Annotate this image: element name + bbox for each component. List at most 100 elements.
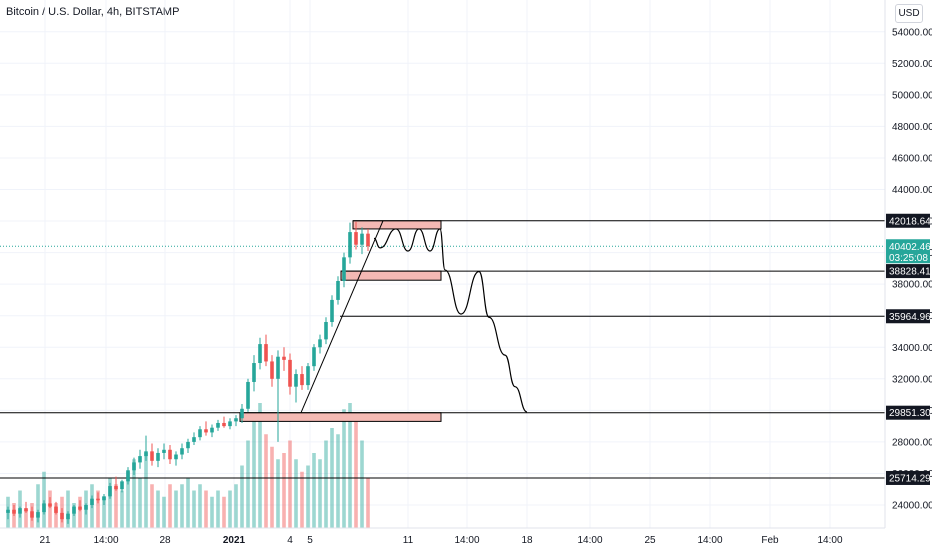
- volume-bar: [198, 484, 202, 528]
- volume-bar: [174, 490, 178, 528]
- candle-body: [6, 509, 10, 513]
- volume-bar: [66, 490, 70, 528]
- volume-bar: [168, 484, 172, 528]
- candle-body: [294, 374, 298, 387]
- volume-bar: [282, 453, 286, 528]
- volume-bar: [348, 403, 352, 528]
- candle-body: [192, 437, 196, 442]
- x-tick-label: 5: [307, 535, 313, 546]
- volume-bar: [204, 490, 208, 528]
- candle-body: [108, 486, 112, 497]
- volume-bar: [240, 465, 244, 528]
- candle-body: [234, 418, 238, 422]
- candle-body: [156, 452, 160, 461]
- volume-bar: [270, 446, 274, 528]
- volume-bar: [54, 503, 58, 528]
- volume-bar: [360, 440, 364, 528]
- candle-body: [348, 232, 352, 258]
- currency-button[interactable]: USD: [895, 4, 923, 23]
- x-tick-label: 14:00: [93, 535, 118, 546]
- volume-bar: [108, 478, 112, 528]
- last-price-label-bg: [886, 239, 930, 264]
- candle-body: [330, 299, 334, 323]
- candle-body: [300, 374, 304, 386]
- candle-body: [336, 280, 340, 300]
- candle-body: [258, 344, 262, 364]
- volume-bar: [312, 453, 316, 528]
- candle-body: [114, 486, 118, 490]
- volume-bar: [258, 403, 262, 528]
- candle-body: [312, 347, 316, 367]
- candle-body: [366, 233, 370, 247]
- candle-body: [240, 408, 244, 419]
- level-label: 42018.64: [889, 216, 931, 227]
- x-tick-label: 14:00: [817, 535, 842, 546]
- candle-body: [324, 322, 328, 340]
- candle-body: [60, 512, 64, 520]
- level-label-bg: [886, 309, 930, 324]
- y-tick-label: 38000.00: [892, 280, 932, 291]
- candle-body: [306, 366, 310, 386]
- level-labels: 42018.64 38828.41 35964.96 29851.30 25714.29…: [886, 213, 931, 485]
- candle-body: [72, 506, 76, 514]
- candle-body: [354, 232, 358, 245]
- volume-bar: [120, 490, 124, 528]
- volume-bar: [186, 478, 190, 528]
- volume-bar: [24, 509, 28, 528]
- candle-body: [270, 361, 274, 379]
- candle-body: [360, 233, 364, 245]
- volume-bar: [228, 490, 232, 528]
- y-tick-label: 52000.00: [892, 59, 932, 70]
- candle-body: [168, 449, 172, 460]
- x-tick-label: 14:00: [577, 535, 602, 546]
- candle-body: [132, 462, 136, 471]
- candle-body: [228, 421, 232, 427]
- x-tick-label: 28: [159, 535, 171, 546]
- volume-bar: [78, 496, 82, 528]
- candle-body: [24, 508, 28, 512]
- volume-bar: [180, 484, 184, 528]
- y-tick-label: 24000.00: [892, 501, 932, 512]
- y-tick-label: 50000.00: [892, 90, 932, 101]
- volume-bar: [138, 478, 142, 528]
- volume-bar: [342, 409, 346, 528]
- x-tick-label: 18: [521, 535, 533, 546]
- horizontal-levels: [0, 220, 885, 479]
- volume-bar: [294, 459, 298, 528]
- volume-bar: [264, 434, 268, 528]
- candle-body: [246, 381, 250, 409]
- candle-body: [198, 429, 202, 438]
- level-label: 35964.96: [889, 312, 931, 323]
- candle-body: [120, 481, 124, 490]
- volume-bar: [354, 421, 358, 528]
- candle-body: [42, 503, 46, 513]
- volume-bar: [48, 490, 52, 528]
- volume-bar: [132, 459, 136, 528]
- volume-bar: [366, 478, 370, 528]
- trend-drawings: [300, 220, 528, 413]
- x-tick-label: 2021: [223, 535, 246, 546]
- candle-body: [252, 363, 256, 382]
- candle-body: [126, 470, 130, 482]
- candle-body: [318, 339, 322, 348]
- candle-body: [144, 451, 148, 457]
- candle-body: [102, 496, 106, 501]
- chart-title: Bitcoin / U.S. Dollar, 4h, BITSTAMP: [6, 6, 180, 18]
- candle-body: [216, 422, 220, 428]
- volume-bar: [144, 453, 148, 528]
- price-axis: 24000.0026000.0028000.0030000.0032000.00…: [884, 0, 932, 528]
- candle-body: [30, 511, 34, 518]
- volume-bar: [306, 465, 310, 528]
- volume-bar: [36, 484, 40, 528]
- candle-body: [36, 512, 40, 518]
- candle-body: [288, 359, 292, 387]
- candle-body: [150, 451, 154, 461]
- candle-body: [222, 422, 226, 427]
- volume-bar: [234, 484, 238, 528]
- level-label-bg: [886, 264, 930, 279]
- candle-body: [96, 498, 100, 501]
- volume-bar: [150, 484, 154, 528]
- level-label-bg: [886, 405, 930, 420]
- level-label-bg: [886, 470, 930, 485]
